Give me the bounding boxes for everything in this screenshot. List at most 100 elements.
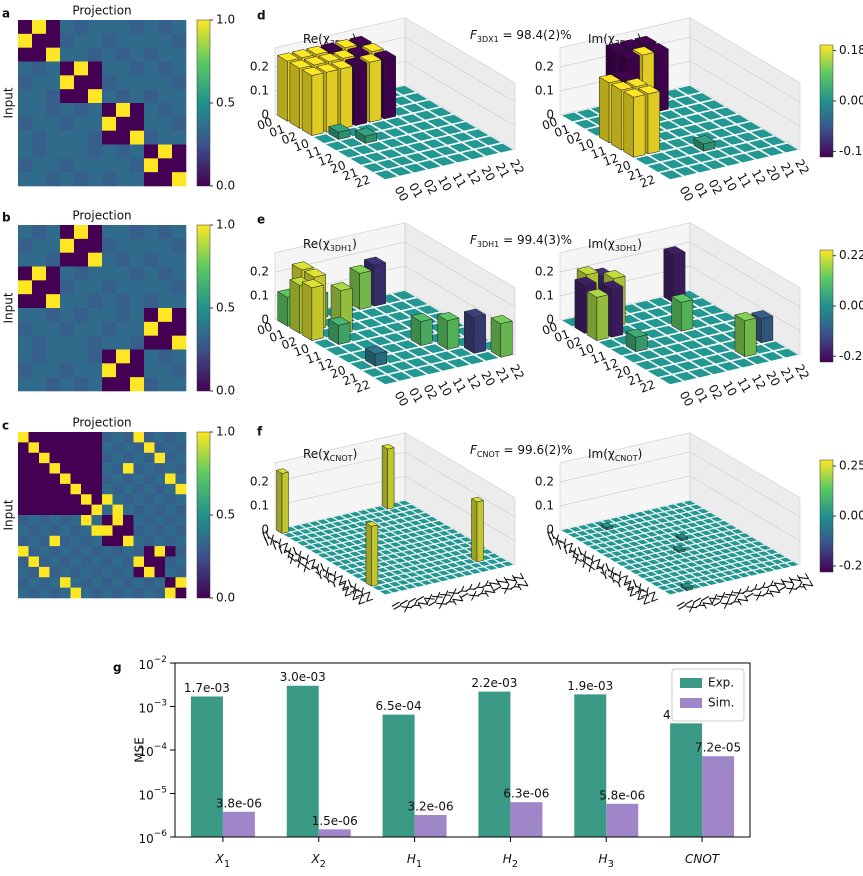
heatmap-cell — [18, 587, 29, 599]
grid-line — [559, 241, 801, 308]
heatmap-cell — [172, 20, 187, 35]
floor-tile — [727, 540, 743, 547]
floor-tile — [438, 558, 454, 565]
heatmap-cell — [175, 483, 187, 495]
heatmap-cell — [172, 280, 187, 295]
heatmap-cell — [165, 473, 176, 485]
heatmap-cell — [74, 61, 89, 76]
heatmap-cell — [116, 308, 131, 323]
heatmap-cell — [18, 473, 29, 485]
floor-tile — [646, 162, 672, 173]
floor-tile — [614, 526, 630, 533]
row-label: ZX — [626, 581, 646, 600]
col-label: 01 — [406, 385, 426, 405]
plot-title: Re(χCNOT) — [303, 447, 357, 463]
heatmap-cell — [154, 515, 166, 526]
floor-tile — [451, 532, 467, 539]
floor-tile — [696, 541, 712, 548]
floor-tile — [663, 589, 679, 596]
bar-3d — [410, 312, 433, 347]
floor-tile — [716, 520, 732, 527]
heatmap-cell — [70, 515, 82, 526]
heatmap-cell — [130, 377, 145, 392]
floor-tile — [742, 542, 758, 549]
floor-tile — [442, 540, 458, 547]
heatmap-cell — [18, 116, 33, 131]
bar — [702, 756, 735, 837]
bar-3d — [586, 288, 610, 342]
floor-tile — [433, 145, 459, 156]
heatmap-cell — [172, 308, 187, 323]
z-tick-label: 0 — [261, 313, 269, 327]
floor-tile — [345, 523, 361, 530]
heatmap-cell — [49, 494, 61, 505]
floor-tile — [703, 545, 719, 552]
heatmap-cell — [102, 20, 117, 35]
floor-tile — [336, 530, 352, 537]
bar-face — [471, 498, 478, 563]
floor-tile — [403, 504, 419, 511]
floor-tile — [336, 352, 363, 364]
col-label: 00 — [392, 184, 412, 204]
floor-tile — [721, 569, 737, 576]
heatmap-cell — [32, 172, 47, 187]
floor-tile — [686, 549, 702, 556]
heatmap-cell — [32, 294, 47, 309]
heatmap-cell — [74, 266, 89, 281]
heatmap-cell — [144, 280, 159, 295]
heatmap-cell — [133, 442, 145, 454]
bar-face — [681, 299, 694, 332]
heatmap-cell — [32, 225, 47, 240]
floor-tile — [623, 558, 639, 565]
heatmap-cell — [91, 463, 103, 474]
floor-tile — [396, 539, 412, 546]
floor-tile — [677, 145, 703, 156]
floor-tile — [666, 571, 682, 578]
heatmap-cell — [18, 172, 33, 187]
bar-face — [623, 88, 646, 98]
floor-tile — [430, 559, 446, 566]
heatmap-cell — [60, 225, 75, 240]
heatmap-cell — [60, 363, 75, 378]
floor-tile — [436, 530, 452, 537]
floor-tile — [728, 574, 744, 581]
floor-tile — [343, 568, 359, 575]
heatmap-cell — [74, 335, 89, 350]
heatmap-cell — [172, 252, 187, 267]
legend-label: Sim. — [708, 696, 734, 710]
bar-face — [289, 279, 300, 334]
heatmap-cell — [32, 103, 47, 118]
heatmap-cell — [18, 321, 33, 336]
heatmap-cell — [74, 225, 89, 240]
heatmap-cell — [102, 172, 117, 187]
heatmap-cell — [60, 238, 75, 253]
floor-tile — [718, 145, 744, 156]
bar-face — [289, 59, 312, 69]
floor-tile — [402, 367, 428, 379]
bar-3d — [437, 312, 460, 350]
row-label: 10 — [292, 136, 311, 154]
heatmap-cell — [18, 442, 29, 454]
heatmap-cell — [165, 535, 176, 547]
heatmap-cell — [130, 308, 145, 323]
row-label: 11 — [589, 348, 608, 366]
floor-tile — [413, 569, 429, 576]
floor-tile — [736, 572, 752, 579]
title-subscript: 3DH1 — [615, 244, 637, 253]
colorbar — [819, 459, 834, 573]
floor-tile — [659, 533, 675, 540]
heatmap-cell — [130, 158, 145, 173]
panel-label: a — [2, 7, 10, 21]
bar-face — [340, 65, 353, 130]
heatmap-cell — [102, 252, 117, 267]
floor-tile — [618, 542, 634, 549]
heatmap-cell — [154, 546, 166, 557]
floor-tile — [412, 535, 428, 542]
floor-tile — [355, 515, 371, 522]
heatmap-cell — [18, 144, 33, 159]
floor-tile — [386, 587, 402, 594]
x-tick-label: CNOT — [685, 852, 721, 866]
y-tick-exponent: −2 — [154, 655, 167, 665]
value-label: 6.3e-06 — [503, 787, 549, 801]
floor-tile — [424, 516, 440, 523]
